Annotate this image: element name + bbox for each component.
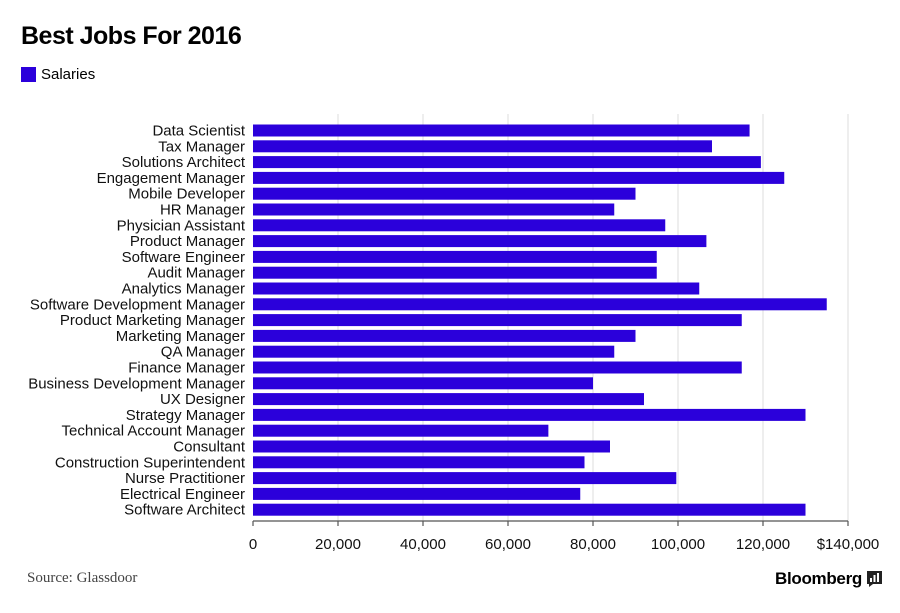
bar-24: [253, 503, 806, 516]
bar-18: [253, 408, 806, 421]
category-label-23: Electrical Engineer: [120, 486, 245, 503]
bar-17: [253, 393, 644, 406]
x-tick-label-7: $140,000: [817, 536, 880, 553]
category-label-1: Tax Manager: [158, 138, 245, 155]
category-label-2: Solutions Architect: [122, 154, 246, 171]
x-tick-label-2: 40,000: [400, 536, 446, 553]
category-label-17: UX Designer: [160, 391, 245, 408]
category-label-4: Mobile Developer: [128, 186, 245, 203]
bar-13: [253, 329, 636, 342]
bar-2: [253, 156, 761, 169]
bar-1: [253, 140, 712, 153]
brand-logo: Bloomberg: [775, 569, 882, 589]
bar-22: [253, 472, 677, 485]
category-label-5: HR Manager: [160, 202, 245, 219]
x-tick-label-0: 0: [249, 536, 257, 553]
category-label-11: Software Development Manager: [30, 296, 245, 313]
bar-6: [253, 219, 666, 232]
x-tick-label-5: 100,000: [651, 536, 705, 553]
category-label-16: Business Development Manager: [28, 375, 245, 392]
legend-label-salaries: Salaries: [41, 66, 96, 83]
legend-swatch-salaries: [21, 67, 36, 82]
category-label-6: Physician Assistant: [117, 217, 246, 234]
x-tick-label-4: 80,000: [570, 536, 616, 553]
category-label-10: Analytics Manager: [122, 281, 245, 298]
bar-9: [253, 266, 657, 279]
bar-20: [253, 440, 610, 453]
x-tick-label-3: 60,000: [485, 536, 531, 553]
category-label-3: Engagement Manager: [97, 170, 245, 187]
bar-0: [253, 124, 750, 137]
bar-21: [253, 456, 585, 469]
brand-name: Bloomberg: [774, 569, 862, 588]
category-label-9: Audit Manager: [147, 265, 245, 282]
bar-14: [253, 345, 615, 358]
bar-3: [253, 171, 785, 184]
category-label-15: Finance Manager: [128, 360, 245, 377]
bar-16: [253, 377, 593, 390]
bar-chart-icon: [867, 571, 882, 587]
bar-15: [253, 361, 742, 374]
bar-23: [253, 487, 581, 500]
category-label-21: Construction Superintendent: [55, 454, 246, 471]
source-note: Source: Glassdoor: [27, 570, 138, 586]
bar-5: [253, 203, 615, 216]
category-label-22: Nurse Practitioner: [125, 470, 245, 487]
x-tick-label-1: 20,000: [315, 536, 361, 553]
bar-19: [253, 424, 549, 437]
bar-8: [253, 250, 657, 263]
bar-12: [253, 314, 742, 327]
chart-title: Best Jobs For 2016: [21, 22, 242, 50]
bar-7: [253, 235, 707, 248]
category-label-19: Technical Account Manager: [62, 423, 245, 440]
category-label-20: Consultant: [173, 439, 246, 456]
bar-4: [253, 187, 636, 200]
x-tick-label-6: 120,000: [736, 536, 790, 553]
category-label-18: Strategy Manager: [126, 407, 245, 424]
category-label-12: Product Marketing Manager: [60, 312, 245, 329]
bar-10: [253, 282, 700, 295]
category-label-24: Software Architect: [124, 502, 246, 519]
category-label-7: Product Manager: [130, 233, 245, 250]
category-label-0: Data Scientist: [152, 123, 245, 140]
bar-11: [253, 298, 827, 311]
category-label-14: QA Manager: [161, 344, 245, 361]
category-label-13: Marketing Manager: [116, 328, 245, 345]
category-label-8: Software Engineer: [122, 249, 245, 266]
legend: Salaries: [21, 66, 95, 83]
